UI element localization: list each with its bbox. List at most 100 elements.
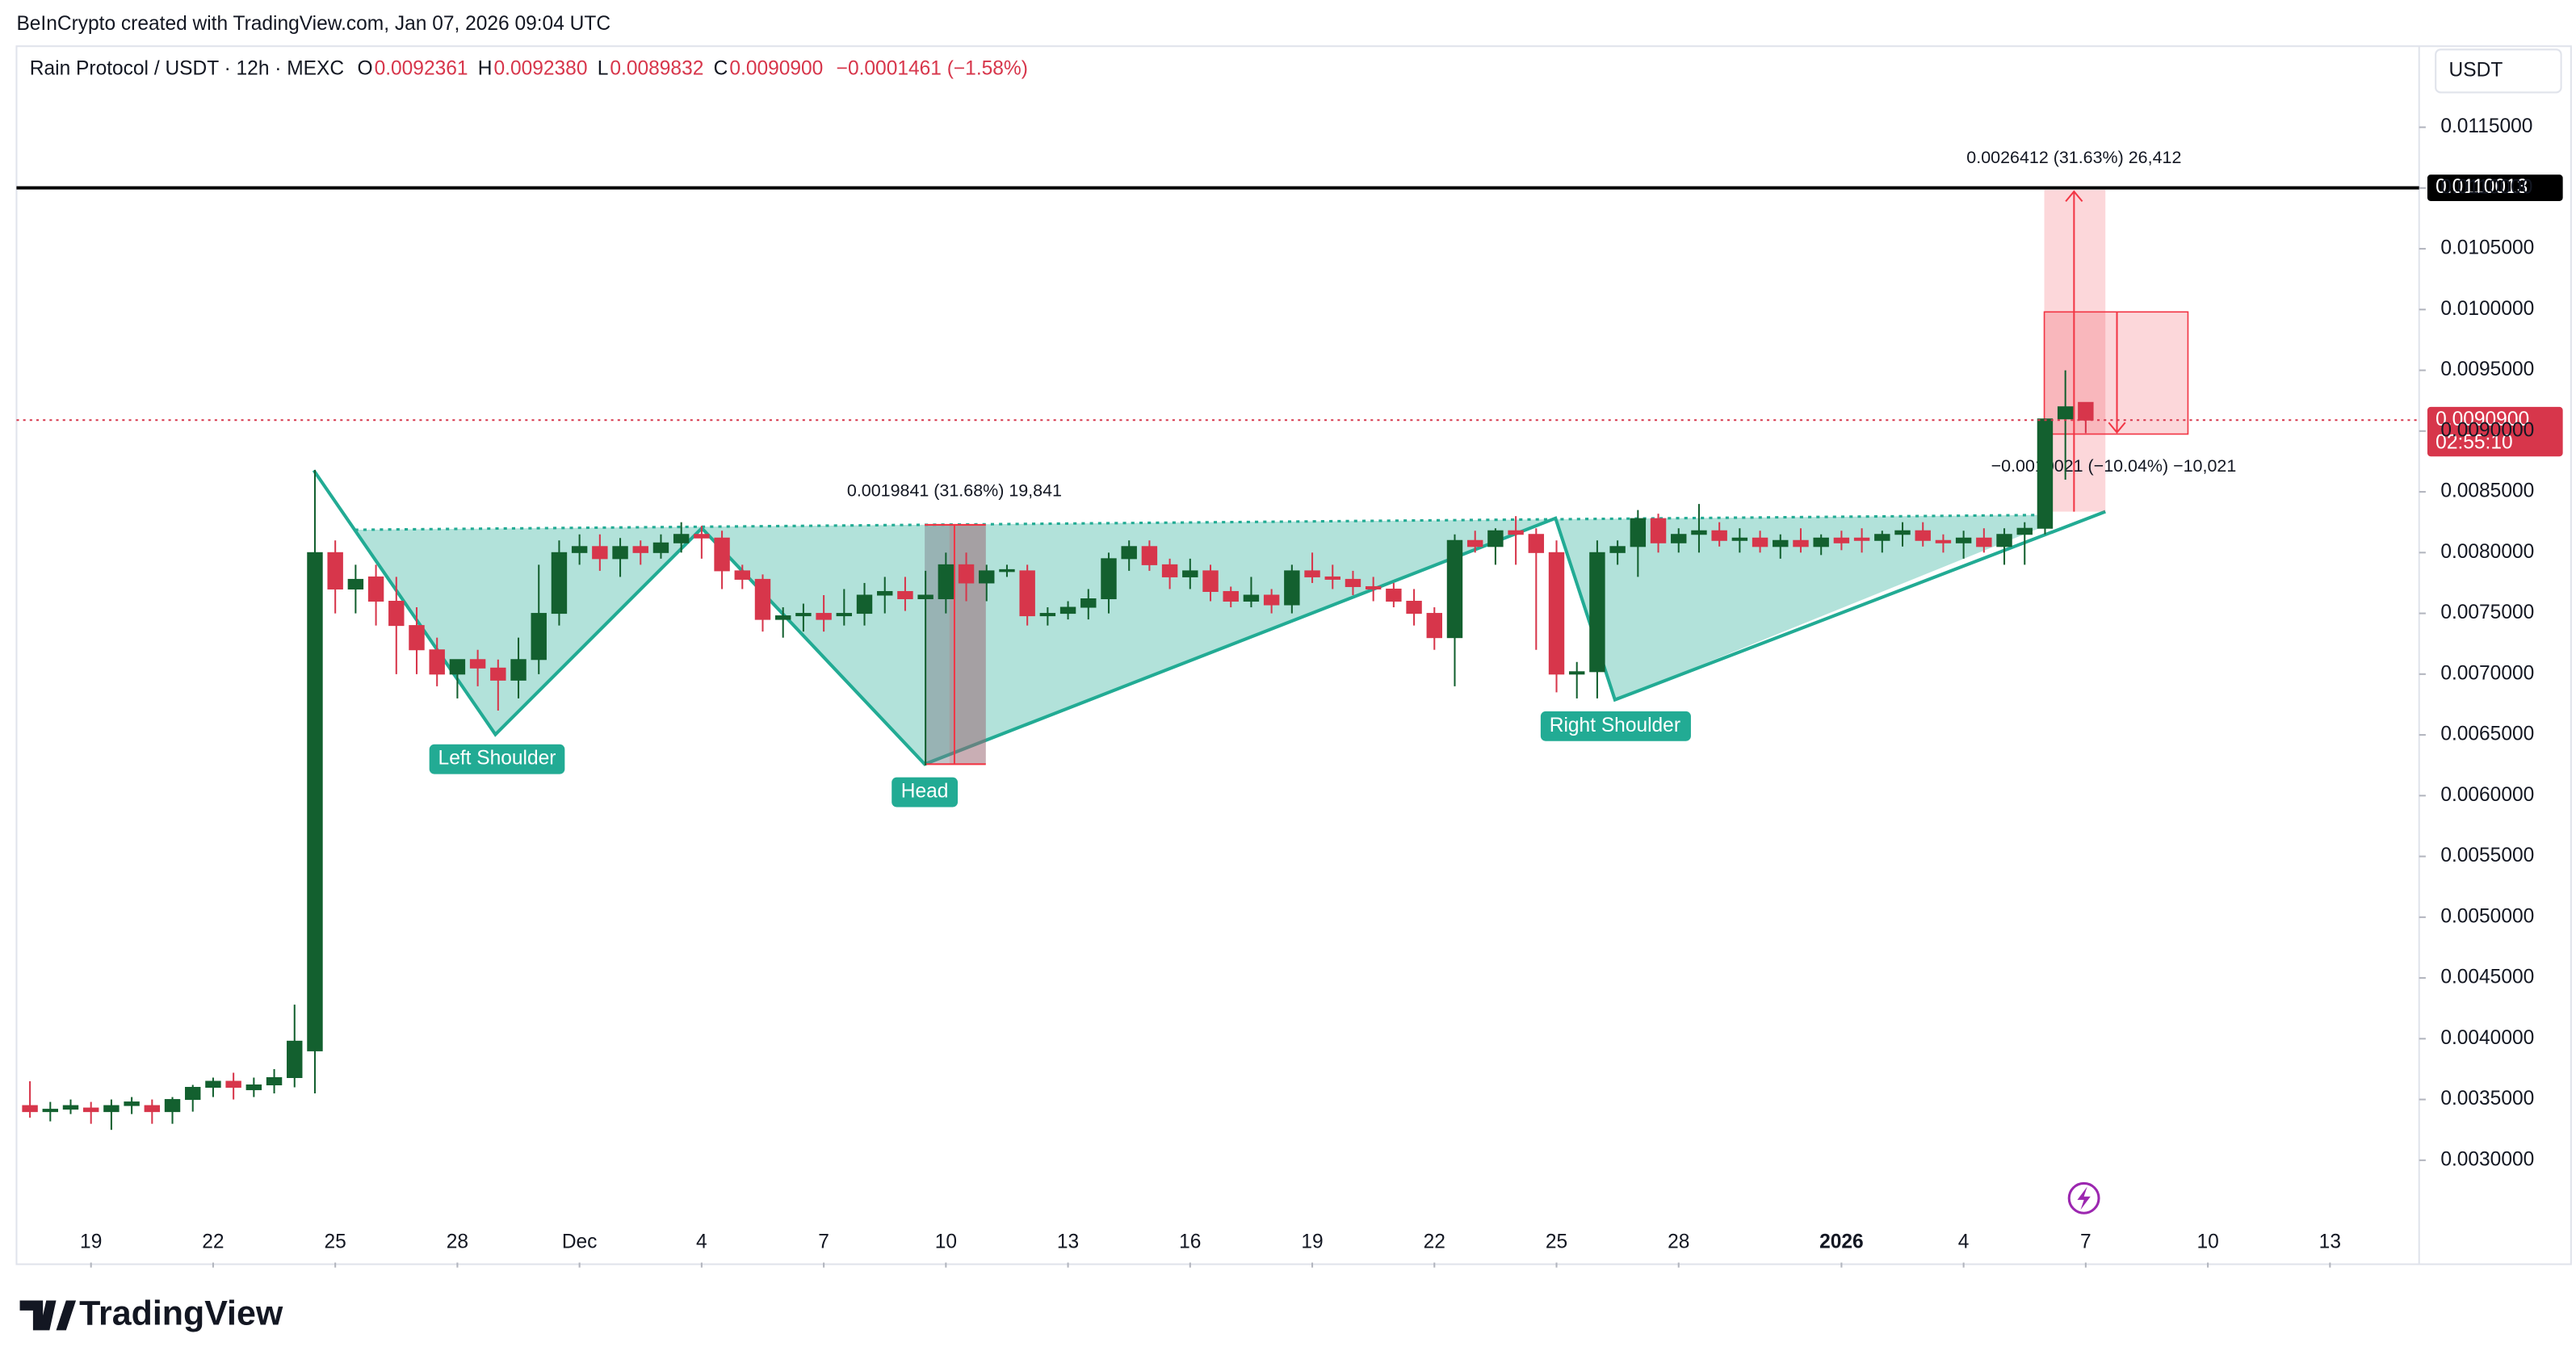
candle-body bbox=[469, 659, 486, 669]
credit: BeInCrypto created with TradingView.com,… bbox=[16, 13, 610, 35]
candle-body bbox=[754, 578, 771, 620]
currency[interactable]: USDT bbox=[2449, 59, 2503, 81]
candle-body bbox=[164, 1099, 181, 1113]
candle-body bbox=[1345, 578, 1361, 587]
candle-body bbox=[1182, 570, 1198, 577]
symbol-header: Rain Protocol / USDT · 12h · MEXC O 0.0092… bbox=[30, 57, 1028, 79]
candle-body bbox=[266, 1076, 283, 1086]
candle-body bbox=[1202, 570, 1219, 592]
candle-body bbox=[1996, 534, 2012, 547]
event-icon-bolt bbox=[2077, 1186, 2091, 1210]
x-tick-label: 7 bbox=[818, 1231, 829, 1253]
y-tick-label: 0.0045000 bbox=[2440, 967, 2534, 988]
candle-body bbox=[694, 534, 710, 539]
candle-body bbox=[551, 552, 568, 615]
x-tick-label: 13 bbox=[2319, 1231, 2341, 1253]
x-tick-label: 22 bbox=[202, 1231, 224, 1253]
candle-body bbox=[1711, 530, 1727, 541]
measure-label: −0.0010021 (−10.04%) −10,021 bbox=[1991, 456, 2237, 476]
candle-body bbox=[1101, 558, 1117, 600]
candle-body bbox=[1548, 552, 1565, 675]
candle-body bbox=[409, 625, 425, 651]
pattern-label: Left Shoulder bbox=[438, 748, 556, 770]
label-box bbox=[1540, 711, 1691, 741]
x-tick-label: 7 bbox=[2080, 1231, 2091, 1253]
candle-body bbox=[531, 613, 547, 661]
candle-body bbox=[1386, 588, 1402, 602]
header-text: 0.0092380 bbox=[494, 57, 588, 79]
candle-body bbox=[429, 649, 445, 675]
candle-body bbox=[1813, 537, 1829, 547]
candle-body bbox=[1243, 594, 1260, 602]
candle-body bbox=[347, 578, 364, 589]
price-label: 0.0090900 bbox=[2435, 409, 2529, 430]
candle-body bbox=[1773, 539, 1789, 547]
price-label-box bbox=[2427, 406, 2563, 457]
candle-body bbox=[1894, 530, 1911, 535]
candle-body bbox=[1304, 570, 1320, 577]
header-text: 0.0090900 bbox=[729, 57, 823, 79]
candle-body bbox=[612, 546, 628, 560]
measure-label: 0.0026412 (31.63%) 26,412 bbox=[1966, 148, 2181, 167]
candle-body bbox=[1935, 539, 1952, 543]
x-tick-label: 22 bbox=[1424, 1231, 1445, 1253]
candle-body bbox=[714, 537, 730, 572]
x-tick-label: 28 bbox=[1668, 1231, 1689, 1253]
header-text: O bbox=[357, 57, 372, 79]
candle-body bbox=[1589, 552, 1605, 673]
y-tick-label: 0.0050000 bbox=[2440, 905, 2534, 927]
x-tick-label: 10 bbox=[935, 1231, 957, 1253]
candle-body bbox=[1833, 537, 1850, 543]
y-tick-label: 0.0100000 bbox=[2440, 298, 2534, 320]
y-tick-label: 0.0115000 bbox=[2440, 115, 2532, 137]
candle-body bbox=[673, 534, 690, 543]
arrow-head bbox=[2065, 190, 2083, 203]
candle-body bbox=[205, 1080, 221, 1089]
candle-body bbox=[816, 613, 832, 620]
header-text: 0.0089832 bbox=[610, 57, 703, 79]
y-tick-label: 0.0065000 bbox=[2440, 724, 2534, 745]
candle-body bbox=[245, 1084, 262, 1091]
candle-body bbox=[1874, 534, 1890, 541]
candle-body bbox=[979, 570, 995, 584]
candle-body bbox=[1752, 537, 1768, 547]
x-tick-label: 2026 bbox=[1819, 1231, 1864, 1253]
measure-label: 0.0019841 (31.68%) 19,841 bbox=[847, 481, 1062, 501]
y-tick-label: 0.0110000 bbox=[2440, 176, 2532, 198]
x-tick-label: 25 bbox=[1546, 1231, 1567, 1253]
x-tick-label: 28 bbox=[447, 1231, 468, 1253]
currency-box[interactable] bbox=[2435, 48, 2562, 94]
x-tick-label: 4 bbox=[1958, 1231, 1970, 1253]
candle-body bbox=[1487, 530, 1504, 547]
arrow-head bbox=[2108, 422, 2126, 434]
price-label: 0.0110013 bbox=[2435, 176, 2528, 198]
event-icon[interactable] bbox=[2067, 1181, 2100, 1214]
candle-body bbox=[1976, 537, 1992, 547]
candle-body bbox=[1508, 530, 1524, 535]
candle-body bbox=[62, 1105, 79, 1110]
candle-body bbox=[1121, 546, 1137, 560]
x-tick-label: 13 bbox=[1057, 1231, 1079, 1253]
header-text: Rain Protocol / USDT · 12h · MEXC bbox=[30, 57, 344, 79]
candle-body bbox=[999, 568, 1015, 573]
candle-body bbox=[1671, 534, 1687, 543]
candle-body bbox=[510, 659, 527, 681]
candle-body bbox=[1426, 613, 1442, 639]
header-text: −0.0001461 (−1.58%) bbox=[837, 57, 1028, 79]
x-tick-label: 19 bbox=[80, 1231, 102, 1253]
candle-body bbox=[2016, 527, 2033, 535]
candle-body bbox=[652, 542, 669, 553]
candle-body bbox=[185, 1087, 201, 1101]
candle-body bbox=[958, 564, 975, 584]
header-text: C bbox=[714, 57, 728, 79]
candle-body bbox=[42, 1109, 59, 1113]
countdown: 02:55:10 bbox=[2435, 431, 2512, 453]
candle-body bbox=[22, 1105, 38, 1113]
x-tick-label: 19 bbox=[1301, 1231, 1323, 1253]
y-tick-label: 0.0035000 bbox=[2440, 1088, 2534, 1110]
candle-body bbox=[1569, 671, 1585, 675]
candle-body bbox=[1731, 537, 1748, 541]
y-tick-label: 0.0105000 bbox=[2440, 237, 2534, 259]
